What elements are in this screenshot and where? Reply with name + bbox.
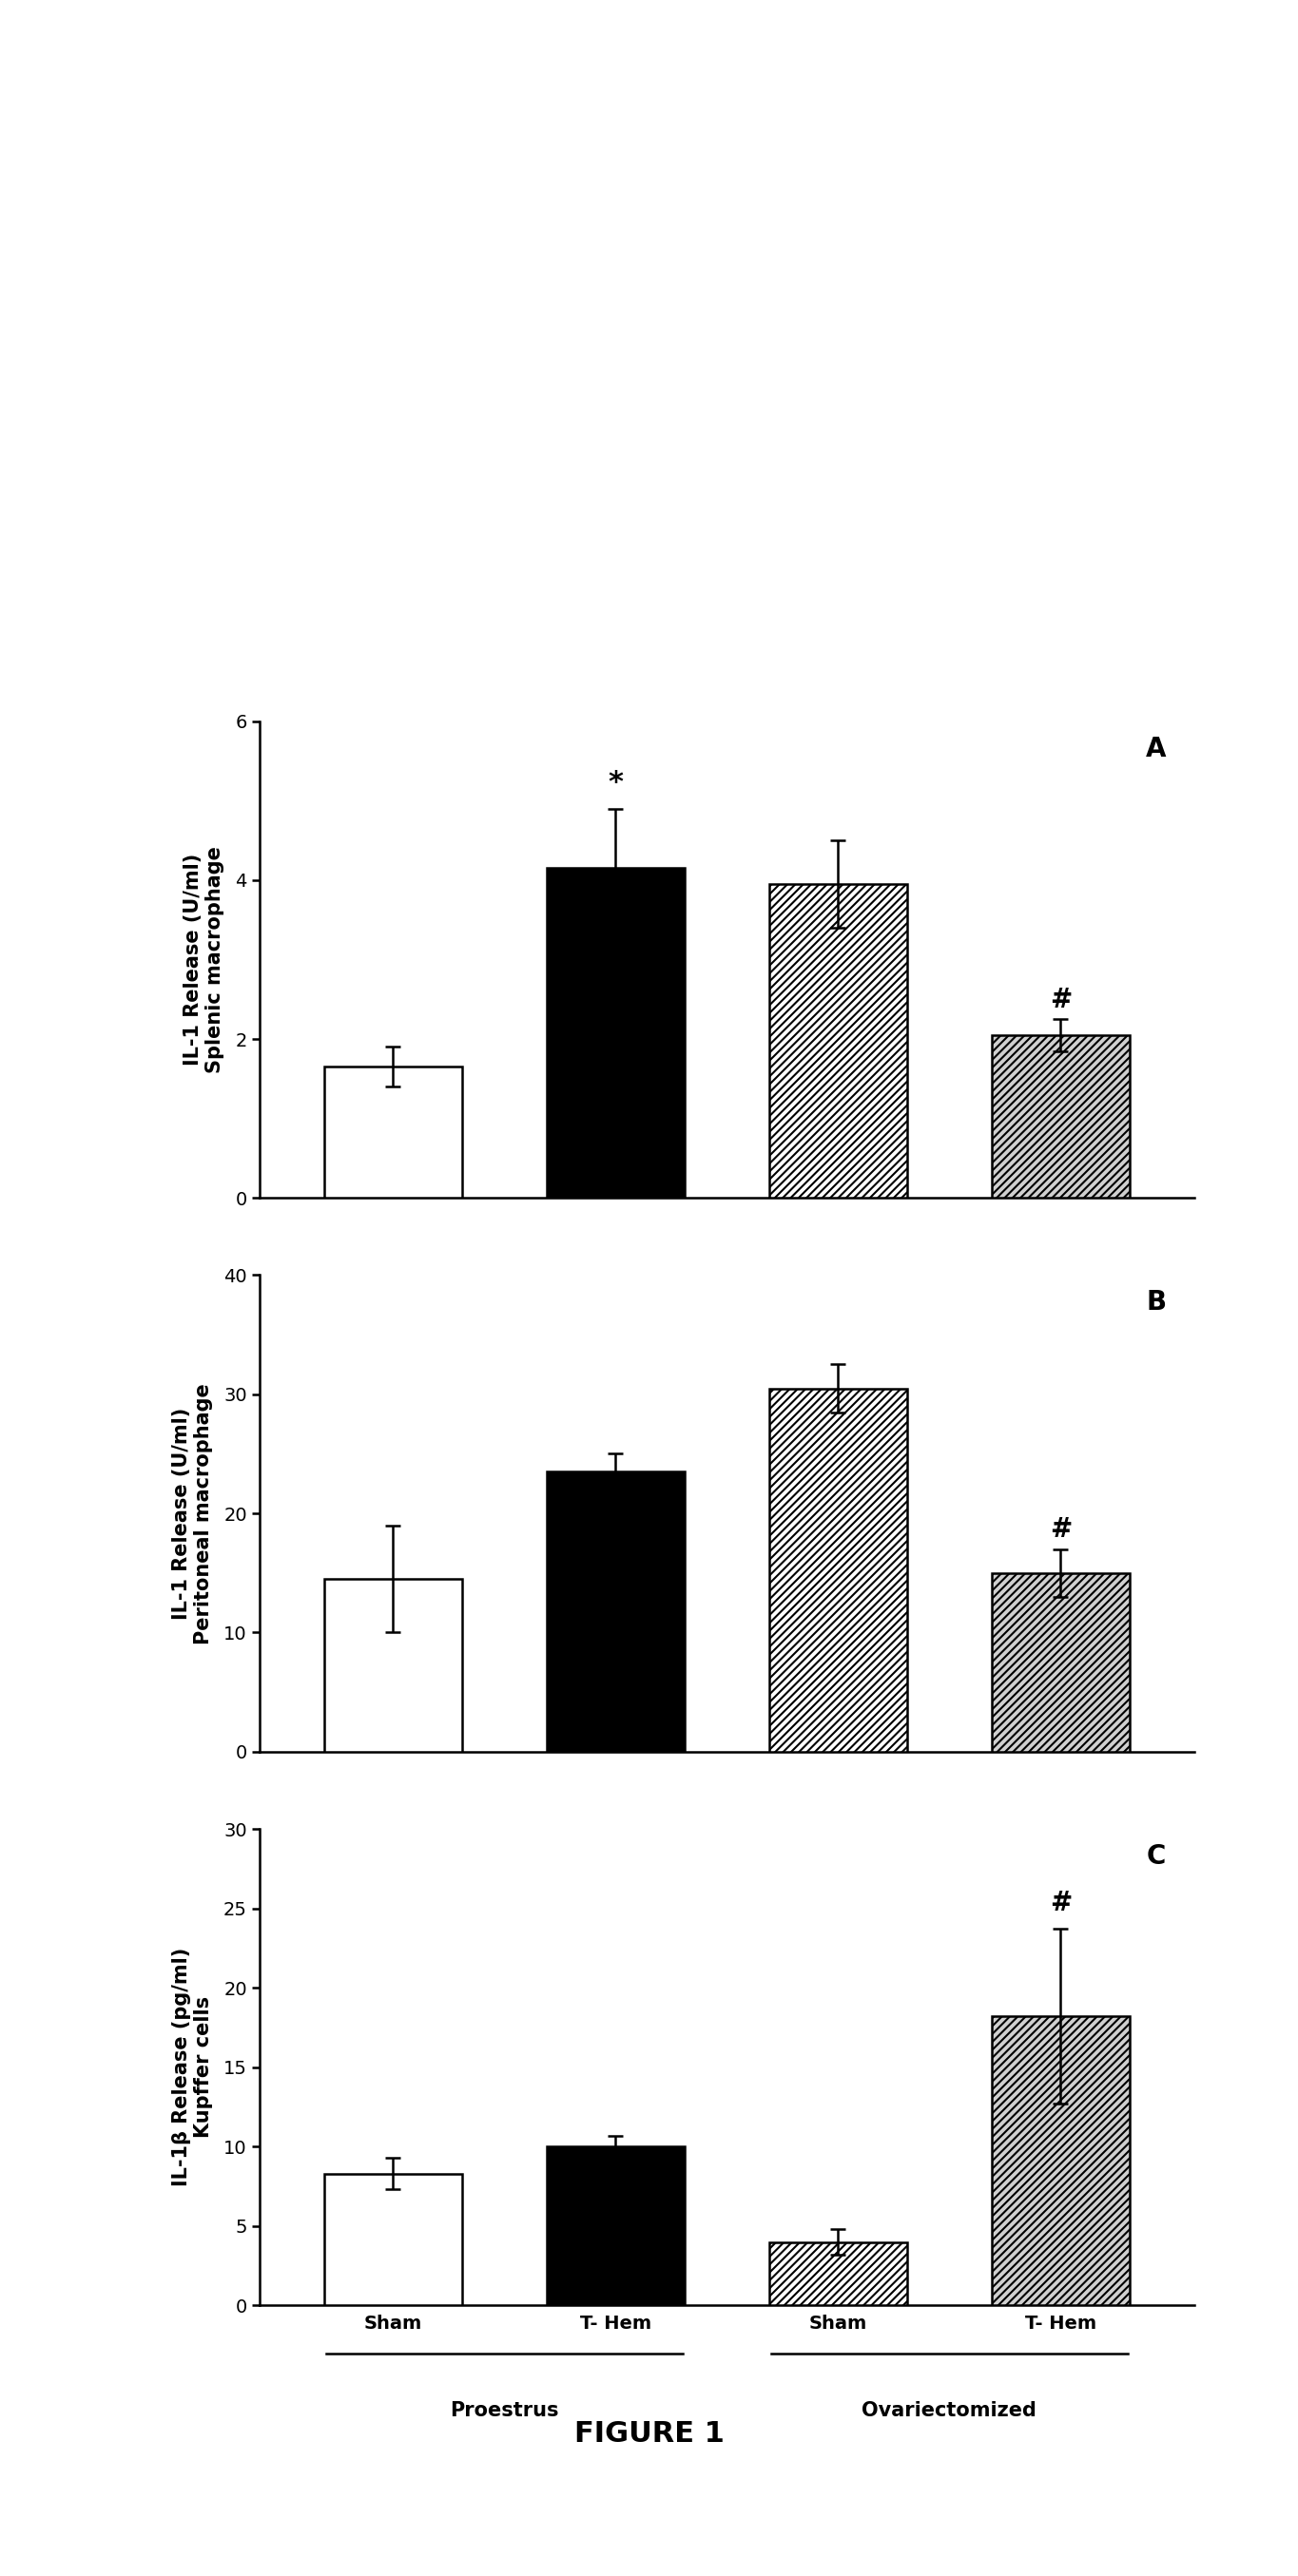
- Bar: [324, 2174, 462, 2306]
- Bar: [546, 1471, 684, 1752]
- Text: A: A: [1146, 737, 1166, 762]
- Text: B: B: [1146, 1291, 1166, 1316]
- Text: C: C: [1146, 1844, 1166, 1870]
- Bar: [992, 2017, 1129, 2306]
- Bar: [992, 1036, 1129, 1198]
- Bar: [324, 1579, 462, 1752]
- Text: FIGURE 1: FIGURE 1: [574, 2421, 724, 2447]
- Bar: [546, 868, 684, 1198]
- Text: #: #: [1050, 1517, 1072, 1543]
- Text: Proestrus: Proestrus: [450, 2401, 559, 2419]
- Bar: [770, 884, 907, 1198]
- Text: *: *: [607, 770, 623, 796]
- Bar: [770, 1388, 907, 1752]
- Text: Ovariectomized: Ovariectomized: [862, 2401, 1037, 2419]
- Y-axis label: IL-1 Release (U/ml)
Peritoneal macrophage: IL-1 Release (U/ml) Peritoneal macrophag…: [173, 1383, 213, 1643]
- Text: #: #: [1050, 987, 1072, 1012]
- Bar: [992, 1574, 1129, 1752]
- Text: #: #: [1050, 1891, 1072, 1917]
- Bar: [324, 1066, 462, 1198]
- Bar: [770, 2241, 907, 2306]
- Y-axis label: IL-1β Release (pg/ml)
Kupffer cells: IL-1β Release (pg/ml) Kupffer cells: [171, 1947, 213, 2187]
- Bar: [546, 2146, 684, 2306]
- Y-axis label: IL-1 Release (U/ml)
Splenic macrophage: IL-1 Release (U/ml) Splenic macrophage: [183, 845, 225, 1074]
